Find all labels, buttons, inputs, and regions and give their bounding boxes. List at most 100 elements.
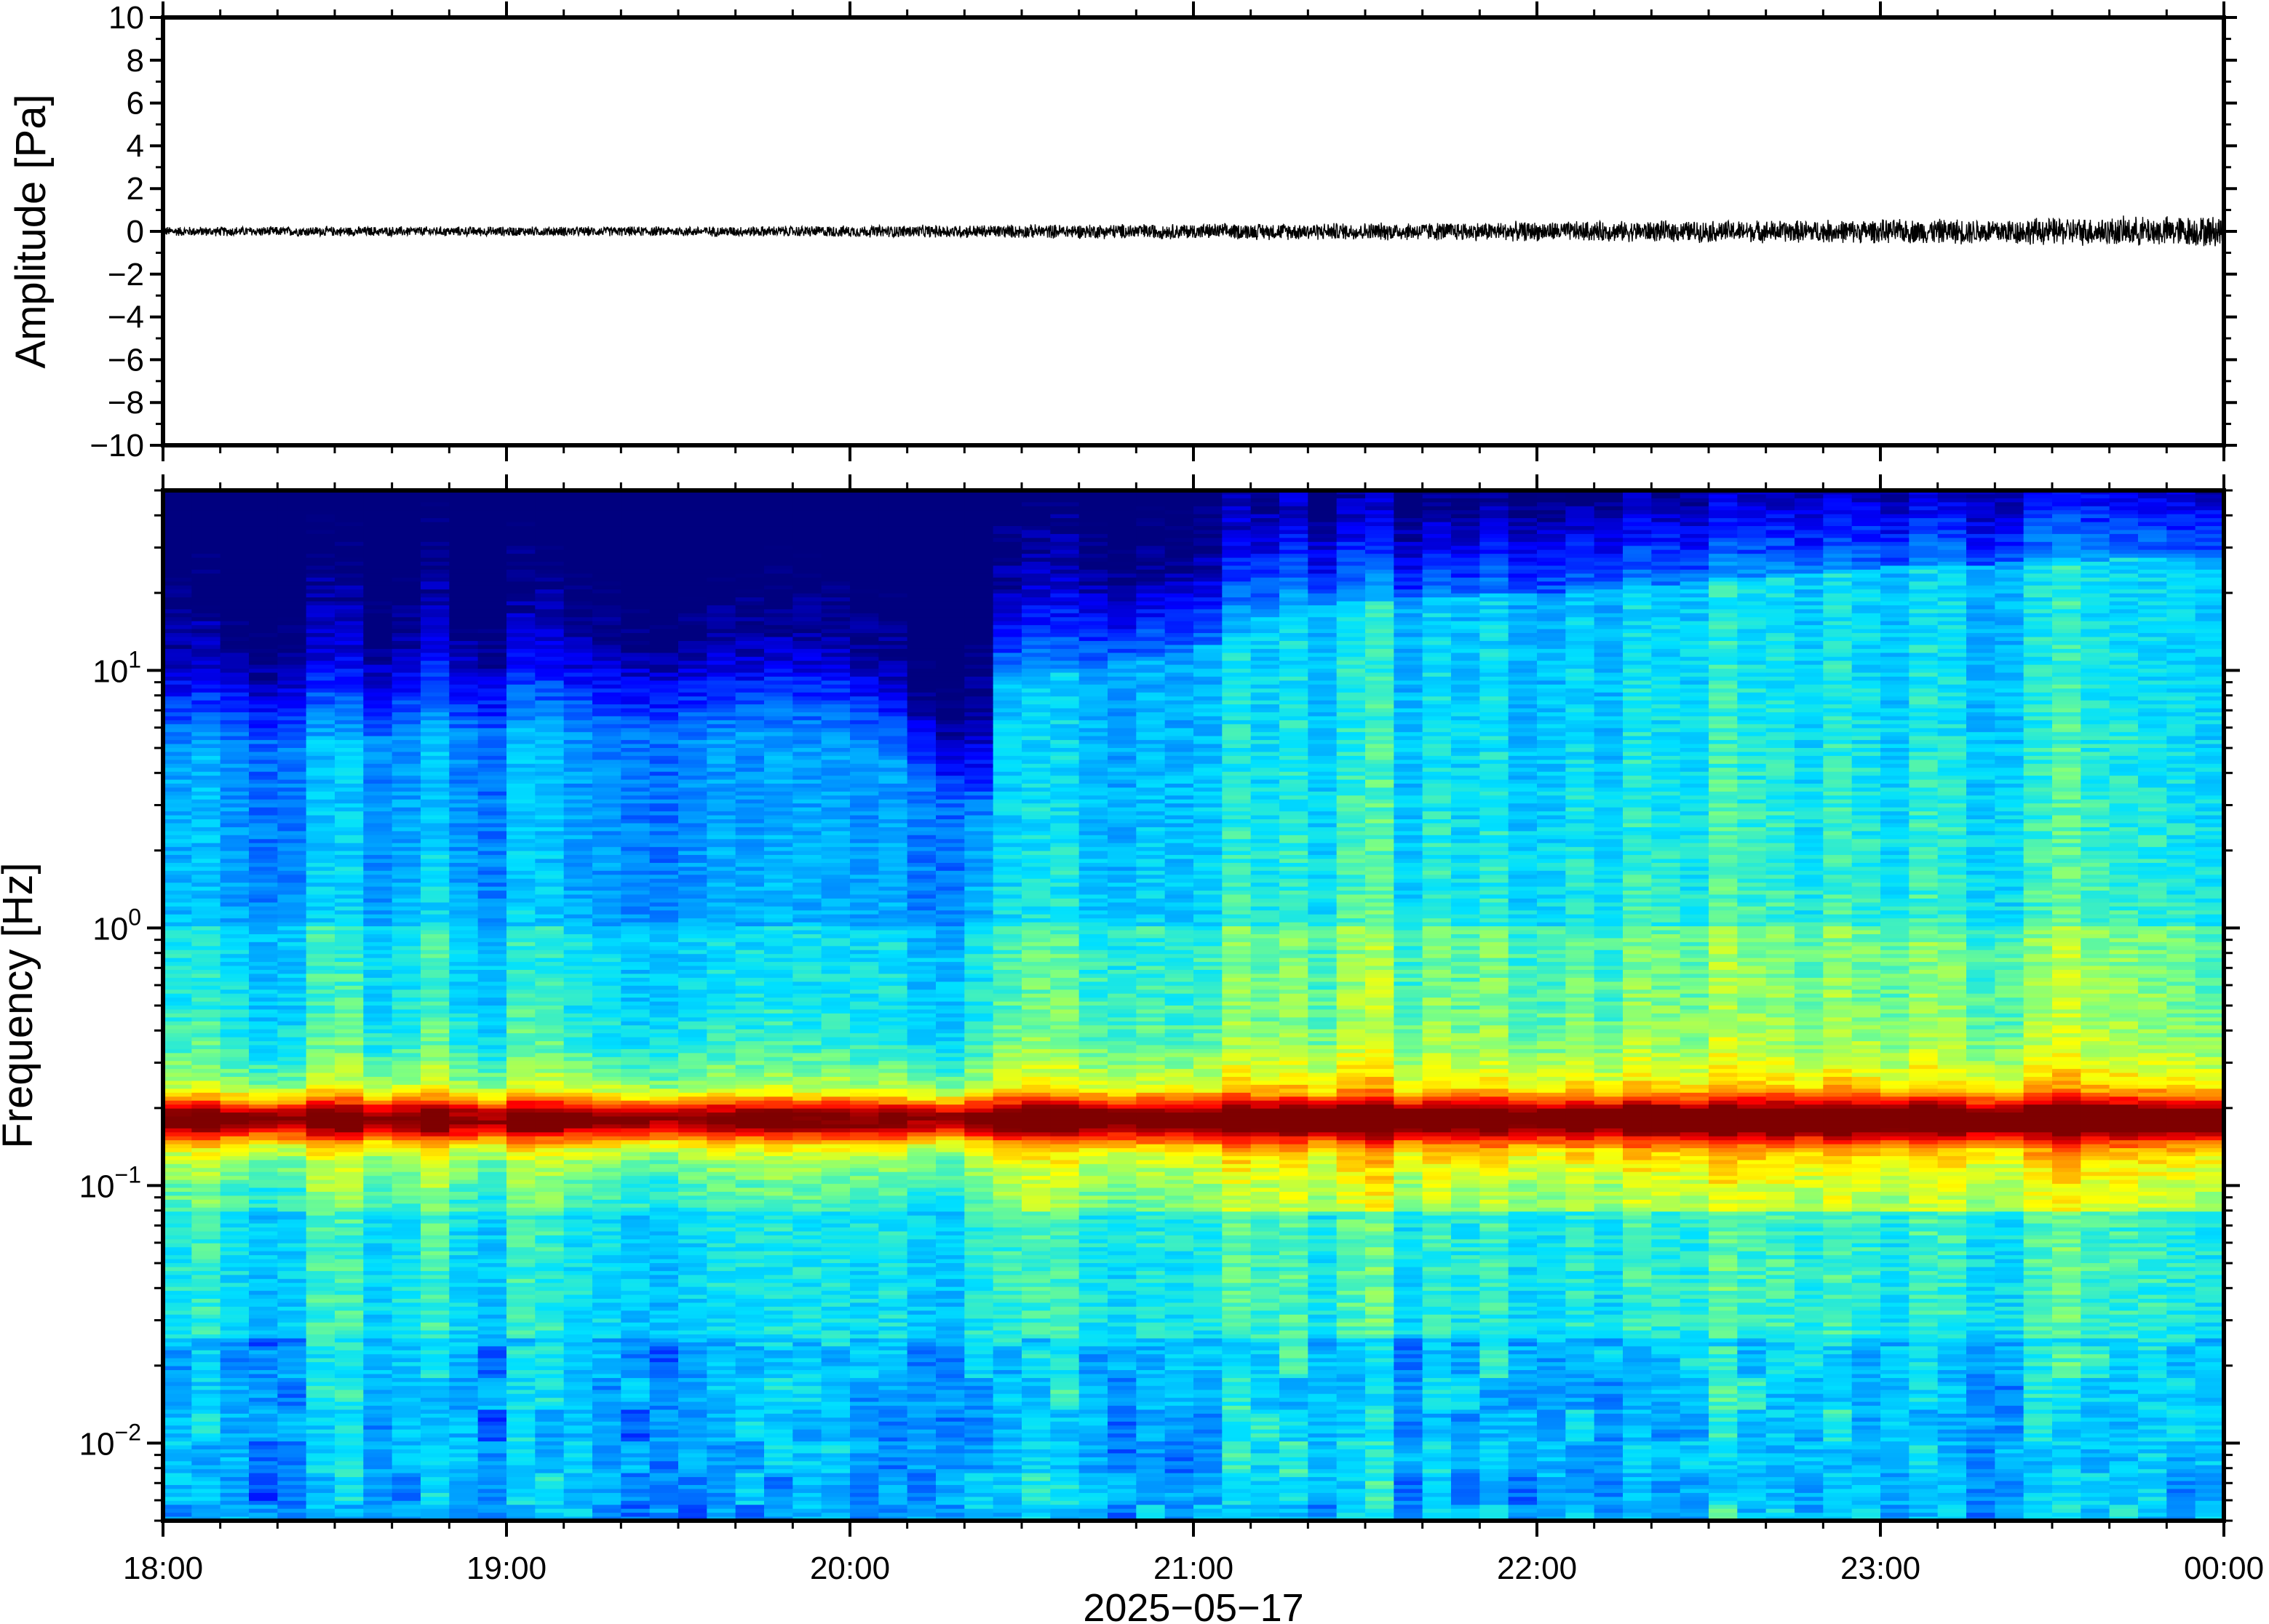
spectrogram-cell <box>421 1006 450 1011</box>
spectrogram-cell <box>678 982 708 987</box>
spectrogram-cell <box>306 1497 335 1502</box>
spectrogram-cell <box>191 605 221 610</box>
spectrogram-cell <box>477 855 507 860</box>
spectrogram-cell <box>592 760 622 765</box>
spectrogram-cell <box>621 1179 651 1185</box>
spectrogram-cell <box>163 533 193 539</box>
spectrogram-cell <box>363 1017 393 1022</box>
spectrogram-cell <box>506 1168 536 1173</box>
spectrogram-cell <box>191 1195 221 1201</box>
spectrogram-cell <box>621 1092 651 1098</box>
spectrogram-cell <box>392 831 421 836</box>
spectrogram-cell <box>449 1021 479 1027</box>
spectrogram-cell <box>421 744 450 749</box>
spectrogram-cell <box>392 1401 421 1406</box>
spectrogram-cell <box>678 1053 708 1058</box>
spectrogram-cell <box>249 653 279 658</box>
spectrogram-cell <box>277 1473 307 1478</box>
spectrogram-cell <box>392 811 421 816</box>
spectrogram-cell <box>592 942 622 947</box>
spectrogram-cell <box>249 684 279 690</box>
spectrogram-cell <box>421 546 450 551</box>
spectrogram-cell <box>306 784 335 789</box>
spectrogram-cell <box>477 1088 507 1094</box>
spectrogram-cell <box>449 831 479 836</box>
spectrogram-cell <box>535 950 565 955</box>
spectrogram-cell <box>249 1001 279 1006</box>
spectrogram-cell <box>191 1163 221 1169</box>
spectrogram-cell <box>277 847 307 852</box>
spectrogram-cell <box>191 664 221 669</box>
spectrogram-cell <box>163 799 193 805</box>
spectrogram-cell <box>363 1243 393 1249</box>
spectrogram-cell <box>335 1048 365 1054</box>
spectrogram-cell <box>363 1437 393 1442</box>
spectrogram-cell <box>563 549 593 554</box>
spectrogram-cell <box>335 1270 365 1276</box>
spectrogram-cell <box>592 1377 622 1383</box>
spectrogram-cell <box>220 661 250 666</box>
spectrogram-cell <box>306 1350 335 1356</box>
spectrogram-cell <box>421 993 450 998</box>
spectrogram-cell <box>220 831 250 836</box>
spectrogram-cell <box>249 494 279 499</box>
spectrogram-cell <box>449 926 479 931</box>
spectrogram-cell <box>220 847 250 852</box>
spectrogram-cell <box>421 1322 450 1327</box>
spectrogram-cell <box>392 1299 421 1304</box>
spectrogram-cell <box>421 1508 450 1513</box>
spectrogram-cell <box>277 514 307 519</box>
spectrogram-cell <box>592 1132 622 1137</box>
spectrogram-cell <box>649 581 679 586</box>
spectrogram-cell <box>563 1385 593 1391</box>
spectrogram-cell <box>191 1124 221 1129</box>
spectrogram-cell <box>449 859 479 864</box>
spectrogram-cell <box>506 1025 536 1030</box>
spectrogram-cell <box>621 1421 651 1427</box>
spectrogram-cell <box>191 819 221 824</box>
spectrogram-cell <box>477 629 507 634</box>
spectrogram-cell <box>678 554 708 559</box>
spectrogram-cell <box>163 645 193 650</box>
spectrogram-cell <box>477 998 507 1003</box>
spectrogram-cell <box>449 669 479 674</box>
spectrogram-cell <box>621 530 651 535</box>
spectrogram-cell <box>335 1457 365 1462</box>
spectrogram-cell <box>506 656 536 661</box>
spectrogram-cell <box>335 1104 365 1110</box>
spectrogram-cell <box>506 514 536 519</box>
spectrogram-cell <box>335 1199 365 1205</box>
spectrogram-cell <box>563 653 593 658</box>
spectrogram-cell <box>363 1508 393 1513</box>
spectrogram-cell <box>563 1171 593 1177</box>
spectrogram-cell <box>449 1124 479 1129</box>
spectrogram-cell <box>277 1382 307 1387</box>
spectrogram-cell <box>678 1191 708 1197</box>
spectrogram-cell <box>220 784 250 789</box>
spectrogram-cell <box>306 1461 335 1466</box>
spectrogram-cell <box>392 966 421 971</box>
spectrogram-cell <box>306 502 335 507</box>
spectrogram-cell <box>421 1072 450 1078</box>
spectrogram-cell <box>421 605 450 610</box>
spectrogram-cell <box>306 633 335 638</box>
spectrogram-cell <box>506 1037 536 1042</box>
spectrogram-cell <box>449 985 479 991</box>
spectrogram-cell <box>506 724 536 729</box>
spectrogram-cell <box>363 934 393 939</box>
spectrogram-cell <box>191 922 221 927</box>
spectrogram-cell <box>477 609 507 614</box>
spectrogram-cell <box>678 993 708 998</box>
spectrogram-cell <box>563 1461 593 1466</box>
spectrogram-cell <box>477 692 507 697</box>
spectrogram-cell <box>649 1160 679 1165</box>
spectrogram-cell <box>363 1219 393 1225</box>
spectrogram-cell <box>220 621 250 626</box>
spectrogram-cell <box>649 768 679 773</box>
spectrogram-cell <box>163 1255 193 1260</box>
spectrogram-cell <box>363 823 393 828</box>
spectrogram-cell <box>363 716 393 721</box>
spectrogram-cell <box>220 597 250 602</box>
spectrogram-cell <box>649 708 679 713</box>
spectrogram-cell <box>191 518 221 523</box>
